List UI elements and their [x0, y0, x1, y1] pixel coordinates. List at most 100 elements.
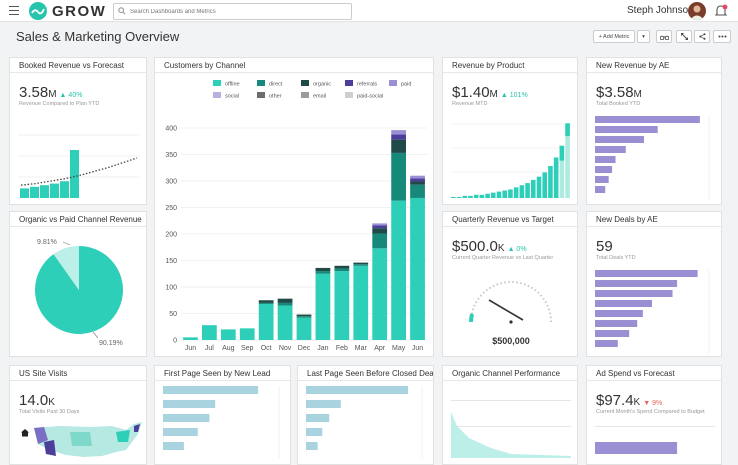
dashboard-dropdown-button[interactable]: ▾: [637, 30, 650, 43]
us-site-visits-card[interactable]: US Site Visits 14.0K Total Visits Past 3…: [9, 365, 147, 465]
legend-label: direct: [269, 82, 283, 88]
metric-unit: M: [489, 89, 498, 100]
metric-number: 3.58: [19, 84, 49, 101]
bar-segment: [277, 298, 293, 303]
bar: [595, 442, 678, 454]
legend-swatch: [301, 92, 309, 98]
bar: [306, 428, 323, 436]
card-title: Quarterly Revenue vs Target: [443, 212, 577, 227]
bar-segment: [391, 139, 406, 153]
map-region-northeast: [134, 424, 140, 432]
new-deals-by-ae-chart: [595, 270, 710, 354]
x-tick-label: Sep: [241, 345, 254, 352]
bar-segment: [353, 262, 369, 265]
organic-paid-card[interactable]: Organic vs Paid Channel Revenue 9.81% 90…: [9, 211, 147, 357]
bar: [595, 320, 638, 327]
metric-value: 14.0K: [19, 392, 55, 409]
grid-line: [451, 426, 571, 427]
grid-line: [595, 426, 715, 427]
fullscreen-button[interactable]: [676, 30, 692, 43]
metric-subtitle: Revenue Compared to Plan YTD: [19, 101, 100, 107]
bar: [565, 123, 570, 198]
bar-segment: [202, 325, 217, 340]
bar: [491, 192, 496, 198]
card-title: Booked Revenue vs Forecast: [10, 58, 146, 73]
customers-by-channel-card[interactable]: Customers by Channel 0 50 100 150 200 250 300 3…: [154, 57, 434, 357]
new-deals-by-ae-card[interactable]: New Deals by AE 59 Total Deals YTD: [586, 211, 722, 357]
expand-icon: [680, 33, 688, 40]
card-title: First Page Seen by New Lead: [155, 366, 290, 381]
legend-swatch: [257, 92, 265, 98]
forecast-line: [20, 157, 138, 186]
add-metric-button[interactable]: + Add Metric: [593, 30, 635, 43]
bar-segment: [353, 265, 369, 340]
bar-segment: [353, 264, 369, 266]
x-tick-label: Jul: [205, 345, 214, 352]
grow-logo-icon[interactable]: [29, 2, 47, 20]
pie-label-small: 9.81%: [37, 239, 57, 246]
legend-label: email: [313, 94, 326, 100]
search-input[interactable]: [130, 6, 345, 18]
x-tick-label: Jan: [317, 345, 328, 352]
share-button[interactable]: [694, 30, 710, 43]
bar-highlight: [559, 145, 565, 161]
bar-segment: [277, 305, 293, 340]
bar: [451, 196, 456, 198]
search-box[interactable]: [113, 3, 352, 20]
user-name[interactable]: Steph Johnson: [627, 5, 694, 16]
bar-segment: [296, 317, 312, 340]
bar: [163, 414, 210, 422]
bar: [479, 194, 485, 198]
pie-label-large: 90.19%: [99, 340, 123, 347]
metric-value: 3.58M ▲ 40%: [19, 84, 82, 101]
quarterly-revenue-card[interactable]: Quarterly Revenue vs Target $500.0K ▲ 0% …: [442, 211, 578, 357]
new-revenue-by-ae-chart: [595, 116, 710, 200]
bar: [30, 186, 39, 198]
last-page-seen-card[interactable]: Last Page Seen Before Closed Deal: [297, 365, 434, 465]
metric-delta: ▲ 0%: [507, 246, 527, 253]
bar-segment: [239, 328, 255, 340]
first-page-seen-card[interactable]: First Page Seen by New Lead: [154, 365, 291, 465]
bar: [70, 150, 79, 198]
organic-channel-performance-card[interactable]: Organic Channel Performance: [442, 365, 578, 465]
y-tick-label: 200: [165, 232, 177, 239]
y-tick-label: 300: [165, 179, 177, 186]
menu-icon[interactable]: [9, 6, 19, 15]
new-revenue-by-ae-card[interactable]: New Revenue by AE $3.58M Total Booked YT…: [586, 57, 722, 205]
revenue-by-product-card[interactable]: Revenue by Product $1.40M ▲ 101% Revenue …: [442, 57, 578, 205]
notification-bell-icon[interactable]: [715, 4, 728, 18]
bar: [20, 188, 29, 198]
logo-text[interactable]: GROW: [52, 3, 107, 20]
avatar[interactable]: [688, 2, 706, 20]
grid-line: [451, 400, 571, 401]
bar: [456, 196, 462, 198]
more-options-button[interactable]: [713, 30, 731, 43]
customers-by-channel-chart: 0 50 100 150 200 250 300 350 400 offline direct org…: [165, 80, 427, 352]
card-title: Organic vs Paid Channel Revenue: [10, 212, 146, 227]
y-tick-label: 0: [173, 338, 177, 345]
bar: [595, 340, 618, 347]
pie-slice-organic: [53, 246, 79, 290]
x-tick-label: Jun: [412, 345, 423, 352]
ad-spend-card[interactable]: Ad Spend vs Forecast $97.4K ▼ 9% Current …: [586, 365, 722, 465]
ad-spend-chart: [595, 442, 678, 454]
metric-unit: M: [633, 89, 642, 100]
booked-revenue-card[interactable]: Booked Revenue vs Forecast 3.58M ▲ 40% Re…: [9, 57, 147, 205]
metric-subtitle: Total Deals YTD: [596, 255, 636, 261]
bar: [553, 157, 559, 198]
search-icon: [118, 7, 126, 15]
metric-number: $3.58: [596, 84, 634, 101]
card-title: Last Page Seen Before Closed Deal: [298, 366, 433, 381]
binoculars-icon: [659, 35, 669, 40]
share-icon: [698, 33, 705, 40]
bar: [595, 116, 700, 123]
bar: [548, 166, 553, 198]
bar: [595, 300, 652, 307]
bar: [306, 442, 318, 450]
metric-delta: ▲ 101%: [500, 92, 528, 99]
present-button[interactable]: [656, 30, 672, 43]
legend-label: paid-social: [357, 94, 383, 100]
metric-unit: M: [48, 89, 57, 100]
home-icon[interactable]: [20, 428, 30, 437]
last-page-chart: [306, 386, 423, 458]
